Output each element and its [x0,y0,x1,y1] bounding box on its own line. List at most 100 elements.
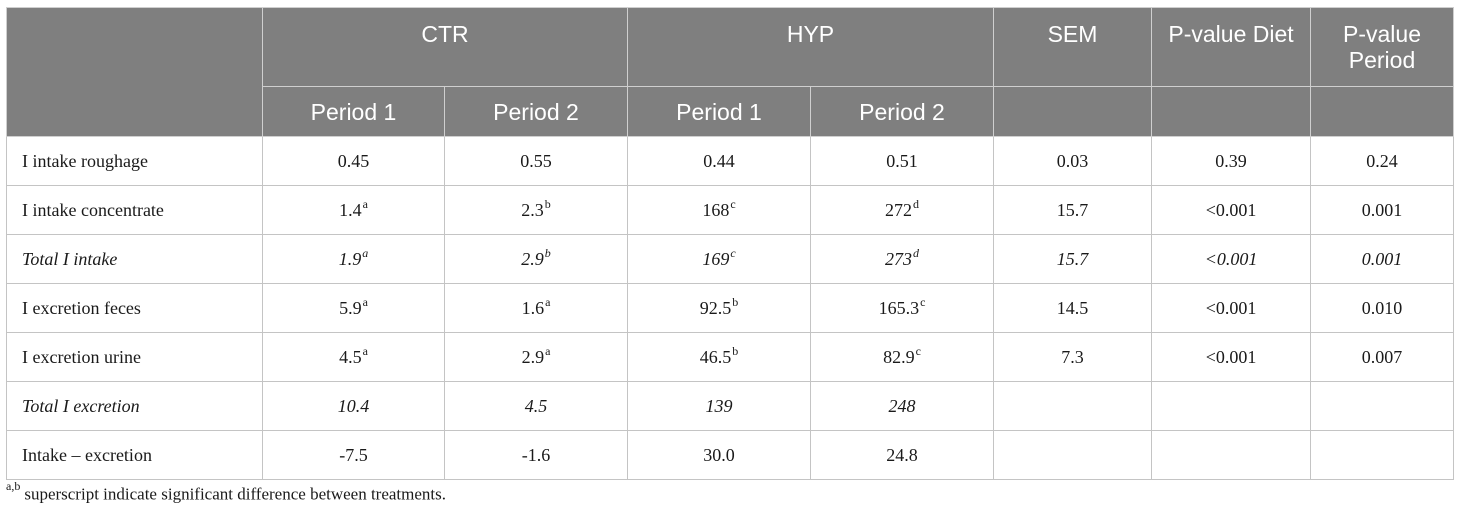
cell-p-value-diet: <0.001 [1151,283,1312,333]
header-ctr-period-1: Period 1 [262,86,445,137]
row-label: I intake concentrate [6,185,263,235]
footnote: a,b superscript indicate significant diff… [6,479,446,505]
footnote-marker: a,b [6,479,21,493]
cell-hyp-period-2: 272d [809,185,995,235]
table-row: I intake concentrate 1.4a 2.3b 168c 272d 15.7… [6,185,1455,235]
cell-value: 15.7 [1056,199,1089,220]
cell-value: 2.3 [521,199,544,220]
cell-ctr-period-2: -1.6 [444,430,628,480]
cell-ctr-period-1: 5.9a [262,283,445,333]
cell-p-value-period: 0.010 [1310,283,1455,333]
table-header: CTR HYP SEM P-value Diet P-value Period … [6,7,1455,137]
cell-value: 272 [885,199,912,220]
cell-hyp-period-1: 168c [627,185,811,235]
cell-p-value-period [1310,381,1455,431]
cell-ctr-period-1: -7.5 [262,430,445,480]
cell-hyp-period-1: 92.5b [627,283,811,333]
header-empty-corner [6,7,263,137]
significance-superscript: a [362,294,368,309]
cell-value: 92.5 [699,297,732,318]
cell-hyp-period-2: 248 [809,381,995,431]
table-row: Intake – excretion -7.5 -1.6 30.0 24.8 [6,430,1455,480]
cell-value: 165.3 [878,297,920,318]
header-sem: SEM [993,7,1153,87]
cell-value: 15.7 [1056,248,1089,269]
cell-value: 0.24 [1366,150,1398,171]
significance-superscript: d [913,245,919,260]
cell-value: <0.001 [1204,248,1258,269]
significance-superscript: a [545,294,551,309]
cell-value: 169 [702,248,730,269]
cell-value: 0.45 [337,150,370,171]
cell-sem: 15.7 [993,185,1153,235]
cell-sem [993,430,1153,480]
row-label: Intake – excretion [6,430,263,480]
cell-p-value-period: 0.001 [1310,185,1455,235]
cell-value: 1.9 [338,248,362,269]
cell-ctr-period-1: 4.5a [262,332,445,382]
table-row: Total I intake 1.9a 2.9b 169c 273d 15.7 <0.001… [6,234,1455,284]
cell-p-value-diet [1151,381,1312,431]
cell-p-value-diet: <0.001 [1151,234,1312,284]
significance-superscript: a [362,196,368,211]
cell-value: 2.9 [521,248,544,269]
cell-value: 30.0 [703,444,735,465]
cell-ctr-period-1: 0.45 [262,136,445,186]
cell-hyp-period-2: 82.9c [809,332,995,382]
row-label: Total I intake [6,234,263,284]
cell-sem [993,381,1153,431]
cell-hyp-period-2: 273d [809,234,995,284]
cell-sem: 15.7 [993,234,1153,284]
table-row: I intake roughage 0.45 0.55 0.44 0.51 0.03 0.3… [6,136,1455,186]
cell-value: 7.3 [1061,346,1084,367]
cell-value: 0.010 [1361,297,1403,318]
significance-superscript: b [544,196,551,211]
header-hyp-period-2: Period 2 [809,86,995,137]
cell-sem: 0.03 [993,136,1153,186]
table-row: I excretion urine 4.5a 2.9a 46.5b 82.9c 7.3 <0… [6,332,1455,382]
cell-value: 0.51 [886,150,918,171]
header-p-period-blank [1310,86,1455,137]
cell-value: 10.4 [337,395,370,416]
significance-superscript: a [362,343,368,358]
cell-value: 24.8 [886,444,918,465]
significance-superscript: c [730,196,736,211]
header-ctr: CTR [262,7,628,87]
cell-p-value-diet: <0.001 [1151,332,1312,382]
cell-value: 14.5 [1056,297,1089,318]
significance-superscript: d [913,196,919,211]
cell-hyp-period-1: 0.44 [627,136,811,186]
cell-hyp-period-1: 30.0 [627,430,811,480]
row-label: I intake roughage [6,136,263,186]
header-row-groups: CTR HYP SEM P-value Diet P-value Period [6,7,1455,137]
row-label: I excretion urine [6,332,263,382]
cell-ctr-period-1: 1.9a [262,234,445,284]
cell-ctr-period-2: 1.6a [444,283,628,333]
cell-value: 0.001 [1361,248,1403,269]
table-body: I intake roughage 0.45 0.55 0.44 0.51 0.03 0.3… [6,136,1455,480]
cell-hyp-period-1: 169c [627,234,811,284]
cell-ctr-period-1: 1.4a [262,185,445,235]
cell-value: 0.007 [1361,346,1403,367]
cell-hyp-period-2: 0.51 [809,136,995,186]
cell-p-value-period [1310,430,1455,480]
cell-value: 0.001 [1361,199,1403,220]
cell-ctr-period-2: 2.3b [444,185,628,235]
cell-value: 139 [705,395,733,416]
cell-value: 5.9 [339,297,362,318]
header-hyp-period-1: Period 1 [627,86,811,137]
cell-sem: 14.5 [993,283,1153,333]
header-p-diet-blank [1151,86,1312,137]
significance-superscript: c [920,294,926,309]
cell-value: 4.5 [524,395,548,416]
cell-value: 168 [702,199,730,220]
header-ctr-period-2: Period 2 [444,86,628,137]
cell-value: <0.001 [1205,297,1257,318]
cell-value: -7.5 [339,444,368,465]
cell-value: 0.03 [1056,150,1089,171]
cell-ctr-period-2: 2.9b [444,234,628,284]
cell-value: 46.5 [699,346,732,367]
cell-value: 248 [888,395,916,416]
significance-superscript: b [732,294,739,309]
table-row: I excretion feces 5.9a 1.6a 92.5b 165.3c 14.5… [6,283,1455,333]
